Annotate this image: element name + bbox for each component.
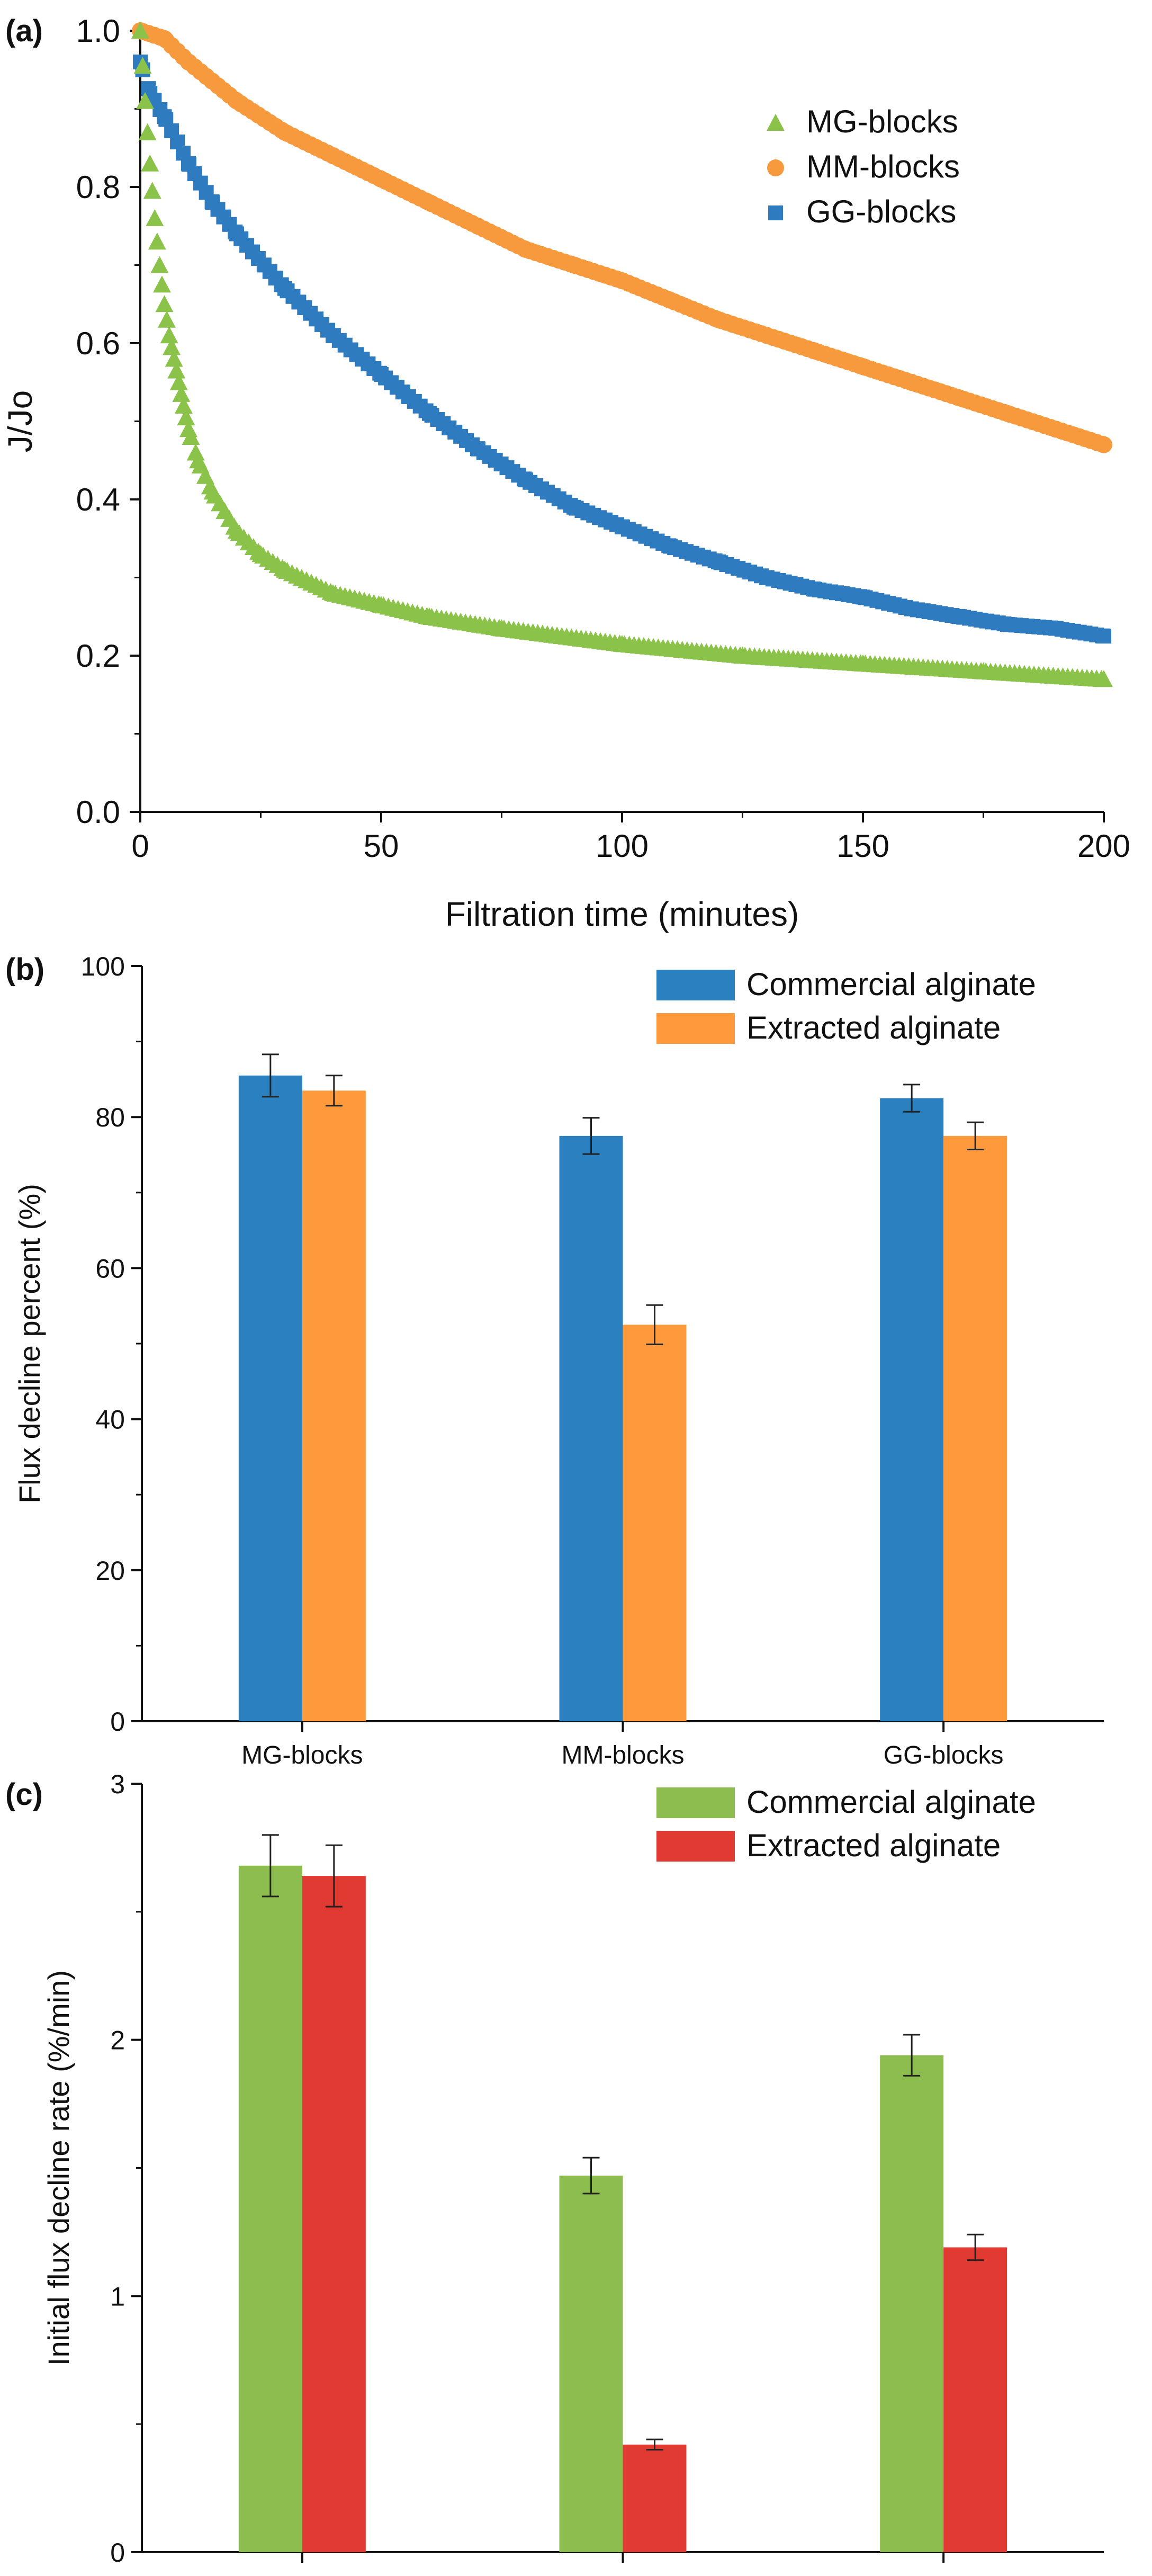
p1-legend-swatch	[656, 970, 735, 1000]
a-x-tick-label: 0	[131, 828, 149, 864]
p1-category-label: GG-blocks	[884, 1741, 1004, 1769]
a-data-point-MG-blocks	[138, 123, 157, 140]
a-data-point-MG-blocks	[160, 326, 178, 344]
p2-bar-commercial-alginate	[880, 2055, 944, 2552]
a-data-point-MG-blocks	[136, 92, 155, 109]
panel-b: (b) 0 20 40 60 80 100 MG-blocks MM-blocks GG-blo…	[5, 952, 1104, 1769]
p1-y-tick-label: 80	[95, 1103, 125, 1132]
a-data-point-GG-blocks	[1095, 628, 1110, 643]
p2-legend-label: Extracted alginate	[746, 1828, 1001, 1863]
p1-bar-extracted-alginate	[302, 1090, 366, 1721]
p1-bar-extracted-alginate	[943, 1135, 1007, 1721]
p1-bar-commercial-alginate	[238, 1075, 302, 1721]
p1-y-tick-label: 100	[81, 952, 125, 981]
p2-y-tick-label: 0	[110, 2538, 125, 2568]
p1-bar-commercial-alginate	[880, 1098, 944, 1721]
panel-a-plot-area: 0 50 100 150 200 0.0 0.2 0.4 0.6 0.8 1.0 MG-blocks M…	[76, 13, 1130, 864]
panel-c-plot-area: 0 1 2 3 MG-blocks MM-blocks GG-blocks Commercia…	[110, 1769, 1104, 2576]
p2-y-tick-label: 3	[110, 1769, 125, 1799]
a-data-point-MG-blocks	[167, 361, 186, 379]
p2-category-label: GG-blocks	[884, 2572, 1004, 2576]
p2-bar-extracted-alginate	[302, 1876, 366, 2552]
p2-legend-swatch	[656, 1831, 735, 1862]
a-series-GG-blocks	[133, 55, 1111, 644]
a-x-tick-label: 200	[1077, 828, 1130, 864]
a-data-point-MG-blocks	[148, 232, 166, 250]
panel-a-label: (a)	[5, 14, 43, 48]
a-data-point-MG-blocks	[174, 397, 193, 414]
p2-category-label: MM-blocks	[561, 2572, 684, 2576]
a-y-tick-label: 0.0	[76, 794, 120, 830]
a-data-point-GG-blocks	[768, 205, 783, 220]
p2-bar-extracted-alginate	[623, 2444, 687, 2552]
p2-bar-commercial-alginate	[238, 1865, 302, 2552]
a-data-point-MG-blocks	[1092, 669, 1111, 687]
panel-a: (a) 0 50 100 150 200 0.0 0.2 0.4 0.6 0.8 1.0 MG-blo…	[1, 13, 1130, 933]
a-data-point-MG-blocks	[155, 295, 174, 312]
panel-b-plot-area: 0 20 40 60 80 100 MG-blocks MM-blocks GG-blocks C…	[81, 952, 1104, 1769]
p1-bar-commercial-alginate	[559, 1135, 623, 1721]
p1-category-label: MG-blocks	[241, 1741, 363, 1769]
a-series-MM-blocks	[132, 22, 1112, 453]
a-data-point-MG-blocks	[143, 182, 161, 199]
p1-y-tick-label: 60	[95, 1254, 125, 1283]
p1-category-label: MM-blocks	[561, 1741, 684, 1769]
a-data-point-MM-blocks	[767, 159, 784, 176]
a-data-point-MG-blocks	[133, 57, 152, 74]
a-data-point-MG-blocks	[152, 275, 171, 293]
a-data-point-MG-blocks	[169, 373, 188, 390]
a-legend-label-GG-blocks: GG-blocks	[806, 194, 956, 229]
p1-bar-extracted-alginate	[623, 1325, 687, 1721]
panel-a-y-axis-title: J/Jo	[1, 390, 39, 452]
a-data-point-MG-blocks	[186, 443, 205, 461]
p1-legend-label: Commercial alginate	[746, 967, 1036, 1002]
a-y-tick-label: 0.4	[76, 482, 120, 517]
p2-bar-commercial-alginate	[559, 2176, 623, 2552]
a-data-point-MG-blocks	[767, 114, 785, 131]
a-data-point-MG-blocks	[146, 209, 164, 226]
p1-legend-label: Extracted alginate	[746, 1010, 1001, 1045]
panel-c: (c) 0 1 2 3 MG-blocks MM-blocks GG-blocks Comme…	[5, 1769, 1104, 2576]
a-y-tick-label: 1.0	[76, 13, 120, 49]
panel-c-label: (c)	[5, 1777, 43, 1812]
a-x-tick-label: 50	[364, 828, 399, 864]
a-x-tick-label: 150	[836, 828, 889, 864]
a-data-point-MG-blocks	[158, 310, 176, 328]
panel-c-y-axis-title: Initial flux decline rate (%/min)	[42, 1970, 75, 2366]
p1-y-tick-label: 0	[110, 1707, 125, 1737]
panel-b-label: (b)	[5, 952, 44, 987]
a-data-point-MG-blocks	[163, 338, 181, 355]
a-data-point-MG-blocks	[182, 428, 200, 445]
p2-y-tick-label: 2	[110, 2026, 125, 2055]
a-series-MG-blocks	[131, 22, 1113, 687]
p2-legend-label: Commercial alginate	[746, 1784, 1036, 1820]
a-data-point-MG-blocks	[172, 384, 191, 402]
a-x-tick-label: 100	[596, 828, 649, 864]
a-data-point-MM-blocks	[1094, 435, 1111, 453]
panel-b-y-axis-title: Flux decline percent (%)	[13, 1184, 46, 1504]
p1-legend-swatch	[656, 1013, 735, 1044]
a-legend-label-MG-blocks: MG-blocks	[806, 104, 958, 139]
a-y-tick-label: 0.6	[76, 326, 120, 361]
a-data-point-MG-blocks	[150, 256, 169, 273]
p2-category-label: MG-blocks	[241, 2572, 363, 2576]
p2-y-tick-label: 1	[110, 2282, 125, 2311]
p1-y-tick-label: 20	[95, 1556, 125, 1586]
panel-a-x-axis-title: Filtration time (minutes)	[445, 895, 799, 933]
p2-bar-extracted-alginate	[943, 2247, 1007, 2552]
p1-y-tick-label: 40	[95, 1405, 125, 1435]
a-data-point-MG-blocks	[165, 350, 183, 367]
a-data-point-MG-blocks	[141, 154, 159, 172]
p2-legend-swatch	[656, 1787, 735, 1818]
a-data-point-MG-blocks	[131, 22, 149, 39]
a-y-tick-label: 0.8	[76, 169, 120, 205]
a-legend-label-MM-blocks: MM-blocks	[806, 149, 960, 184]
a-data-point-MG-blocks	[177, 408, 195, 426]
a-y-tick-label: 0.2	[76, 638, 120, 674]
